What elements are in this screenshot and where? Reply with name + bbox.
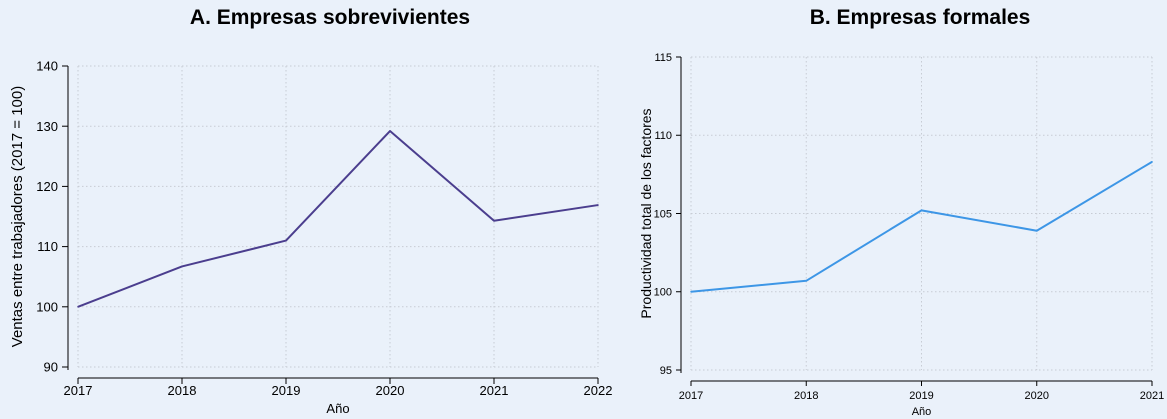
x-tick-label: 2021 <box>1140 390 1164 402</box>
x-tick-label: 2021 <box>480 383 509 398</box>
data-point <box>181 265 183 268</box>
x-tick-label: 2017 <box>64 383 93 398</box>
y-tick-label: 110 <box>654 130 672 142</box>
chart-a: 90 100 110 120 130 140 2017 2018 2019 2020 2021 202… <box>9 59 612 416</box>
y-tick-label: 140 <box>36 59 58 74</box>
chart-b: 95 100 105 110 115 2017 2018 2019 2020 2021 Año Pro… <box>638 52 1164 418</box>
data-point <box>389 130 391 132</box>
y-tick-label: 130 <box>36 119 58 134</box>
data-point <box>690 290 692 293</box>
data-point <box>920 209 923 212</box>
x-tick-label: 2018 <box>168 383 197 398</box>
x-tick-label: 2019 <box>272 383 301 398</box>
x-tick-label: 2018 <box>794 390 818 402</box>
y-tick-label: 90 <box>44 360 58 375</box>
x-tick-label: 2022 <box>584 383 613 398</box>
x-tick-label: 2020 <box>1025 390 1049 402</box>
y-tick-label: 120 <box>36 179 58 194</box>
y-tick-label: 115 <box>654 52 672 64</box>
x-axis-label: Año <box>912 406 932 418</box>
chart-b-title: B. Empresas formales <box>809 6 1031 29</box>
data-point <box>1151 161 1153 163</box>
x-tick-label: 2019 <box>909 390 933 402</box>
y-axis-label: Productividad total de los factores <box>638 108 654 318</box>
x-tick-label: 2020 <box>376 383 405 398</box>
y-tick-label: 95 <box>660 365 672 377</box>
data-point <box>805 279 808 282</box>
y-tick-label: 100 <box>36 299 58 314</box>
data-point <box>597 204 599 206</box>
x-tick-label: 2017 <box>679 390 703 402</box>
data-point <box>493 219 495 222</box>
data-point <box>1035 229 1038 232</box>
chart-a-title: A. Empresas sobrevivientes <box>189 6 471 29</box>
x-axis-label: Año <box>326 401 349 416</box>
series-line <box>77 130 599 308</box>
data-point <box>77 306 79 308</box>
y-tick-label: 110 <box>37 239 58 254</box>
data-point <box>285 239 287 242</box>
y-tick-label: 105 <box>654 208 672 220</box>
y-axis-label: Ventas entre trabajadores (2017 = 100) <box>9 86 26 347</box>
y-tick-label: 100 <box>654 287 672 299</box>
